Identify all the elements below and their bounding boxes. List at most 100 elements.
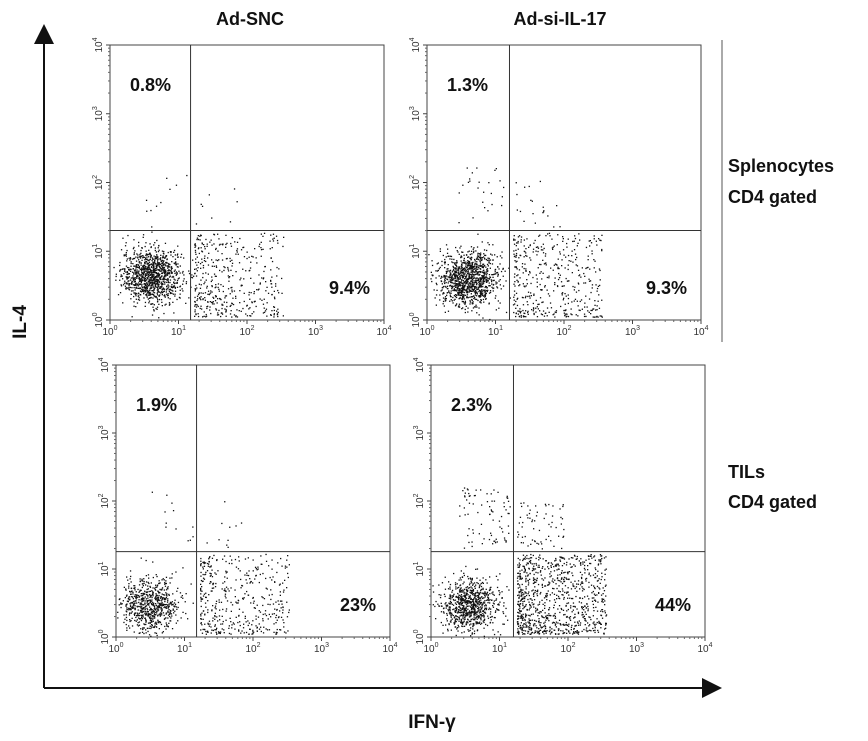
data-point	[465, 271, 467, 273]
data-point	[214, 287, 216, 289]
data-point	[517, 310, 519, 312]
data-point	[143, 282, 146, 285]
data-point	[462, 583, 464, 585]
data-point	[238, 608, 241, 610]
data-point	[542, 249, 544, 251]
data-point	[565, 256, 567, 258]
data-point	[161, 597, 163, 599]
data-point	[169, 620, 171, 622]
data-point	[461, 274, 464, 277]
data-point	[182, 567, 184, 569]
data-point	[150, 303, 152, 305]
data-point	[130, 265, 132, 267]
data-point	[431, 260, 433, 262]
data-point	[154, 287, 156, 289]
data-point	[155, 272, 158, 274]
data-point	[136, 594, 138, 596]
data-point	[132, 268, 134, 270]
data-point	[555, 310, 558, 312]
data-point	[274, 298, 276, 300]
data-point	[227, 275, 229, 277]
data-point	[484, 272, 486, 274]
data-point	[436, 263, 438, 265]
data-point	[478, 295, 480, 298]
data-point	[149, 292, 151, 294]
data-point	[147, 615, 150, 617]
data-point	[144, 286, 146, 288]
data-point	[440, 277, 442, 279]
data-point	[224, 576, 226, 578]
data-point	[202, 561, 204, 564]
data-point	[452, 286, 454, 288]
data-point	[145, 199, 148, 201]
data-point	[502, 623, 504, 625]
data-point	[467, 262, 469, 264]
data-point	[171, 601, 173, 603]
data-point	[464, 284, 467, 286]
data-point	[160, 597, 162, 599]
data-point	[161, 301, 163, 303]
data-point	[480, 268, 482, 270]
data-point	[227, 268, 229, 270]
data-point	[171, 267, 173, 269]
data-point	[447, 288, 449, 290]
data-point	[213, 273, 216, 275]
data-point	[461, 268, 464, 270]
data-point	[171, 289, 173, 292]
data-point	[163, 269, 165, 271]
data-point	[152, 618, 154, 620]
data-point	[156, 306, 159, 308]
data-point	[575, 314, 577, 316]
data-point	[487, 594, 489, 596]
data-point	[238, 615, 240, 617]
data-point	[143, 270, 145, 272]
data-point	[142, 289, 144, 292]
data-point	[452, 614, 455, 617]
data-point	[200, 629, 202, 631]
data-point	[469, 265, 472, 267]
data-point	[482, 280, 484, 282]
data-point	[288, 564, 290, 566]
data-point	[467, 265, 469, 267]
data-point	[166, 287, 168, 289]
data-point	[163, 604, 165, 606]
data-point	[476, 283, 478, 285]
data-point	[520, 310, 522, 313]
data-point	[478, 604, 480, 606]
data-point	[177, 245, 179, 247]
data-point	[467, 575, 469, 578]
data-point	[262, 613, 264, 616]
data-point	[484, 602, 486, 604]
data-point	[168, 265, 170, 268]
data-point	[156, 267, 158, 269]
data-point	[164, 275, 166, 278]
data-point	[235, 579, 237, 581]
data-point	[589, 268, 591, 270]
data-point	[178, 296, 181, 299]
data-point	[462, 300, 464, 303]
data-point	[237, 253, 239, 255]
data-point	[194, 243, 196, 245]
data-point	[461, 275, 463, 277]
data-point	[513, 239, 515, 241]
data-point	[168, 603, 170, 605]
data-point	[170, 268, 173, 270]
data-point	[514, 281, 516, 283]
data-point	[135, 591, 137, 593]
data-point	[169, 270, 171, 272]
data-point	[139, 606, 141, 608]
data-point	[515, 252, 518, 255]
data-point	[159, 582, 161, 584]
data-point	[442, 254, 444, 257]
data-point	[486, 276, 488, 279]
data-point	[174, 263, 176, 265]
data-point	[142, 272, 145, 274]
data-point	[276, 239, 279, 242]
data-point	[478, 284, 480, 286]
data-point	[140, 280, 142, 282]
data-point	[455, 284, 457, 287]
data-point	[458, 281, 460, 283]
data-point	[173, 312, 175, 314]
data-point	[217, 233, 219, 235]
